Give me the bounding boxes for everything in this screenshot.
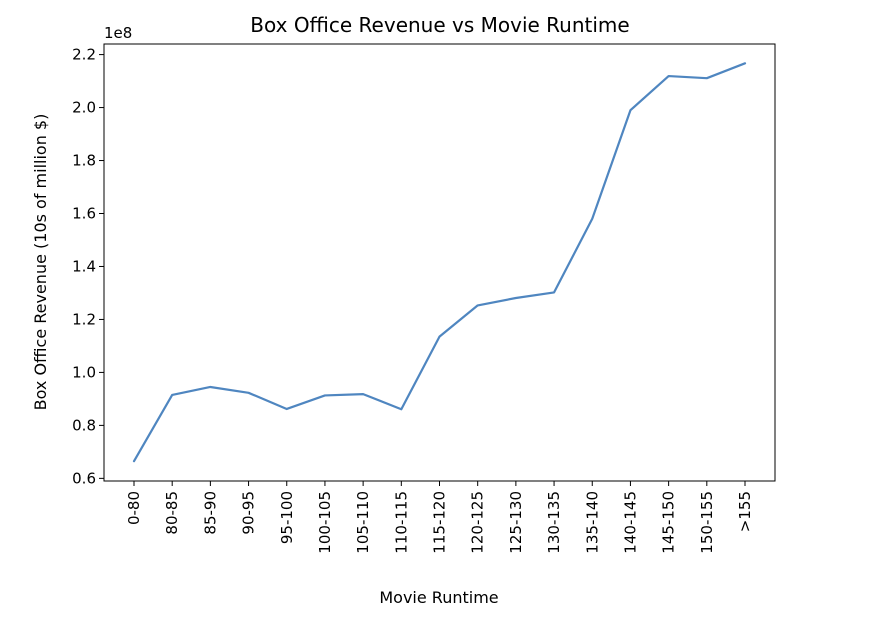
plot-frame [103,43,776,482]
y-tick-label: 1.2 [72,310,96,328]
x-tick-label: 90-95 [240,491,258,535]
x-tick-label: 140-145 [621,491,639,554]
x-tick-label: 120-125 [469,491,487,554]
y-tick-label: 1.0 [72,363,96,381]
chart-title: Box Office Revenue vs Movie Runtime [250,13,629,37]
plot-area: 0.6 0.8 1.0 1.2 1.4 1.6 1.8 2.0 2.2 0-80 80-85 85-9… [72,43,776,554]
x-tick-label: 135-140 [583,491,601,554]
x-tick-label: 105-110 [354,491,372,554]
x-tick-label: 110-115 [392,491,410,554]
x-tick-label: 130-135 [545,491,563,554]
y-tick-label: 2.2 [72,46,96,64]
x-tick-label: 115-120 [431,491,449,554]
y-axis-label: Box Office Revenue (10s of million $) [31,114,50,411]
x-tick-label: 85-90 [201,491,219,535]
y-tick-label: 0.6 [72,469,96,487]
series-line [132,62,747,463]
x-tick-label: 125-130 [507,491,525,554]
x-tick-label: 145-150 [660,491,678,554]
y-tick-label: 2.0 [72,99,96,117]
x-tick-label: 95-100 [278,491,296,544]
y-tick-label: 1.6 [72,205,96,223]
x-tick-label: 150-155 [698,491,716,554]
y-tick-label: 1.4 [72,257,96,275]
y-tick-label: 0.8 [72,416,96,434]
y-tick-label: 1.8 [72,152,96,170]
x-tick-label: 80-85 [163,491,181,535]
x-tick-label: 100-105 [316,491,334,554]
x-tick-label: 0-80 [125,491,143,525]
x-tick-label: >155 [736,491,754,532]
x-axis-label: Movie Runtime [379,588,498,607]
y-axis-offset-label: 1e8 [104,24,132,42]
